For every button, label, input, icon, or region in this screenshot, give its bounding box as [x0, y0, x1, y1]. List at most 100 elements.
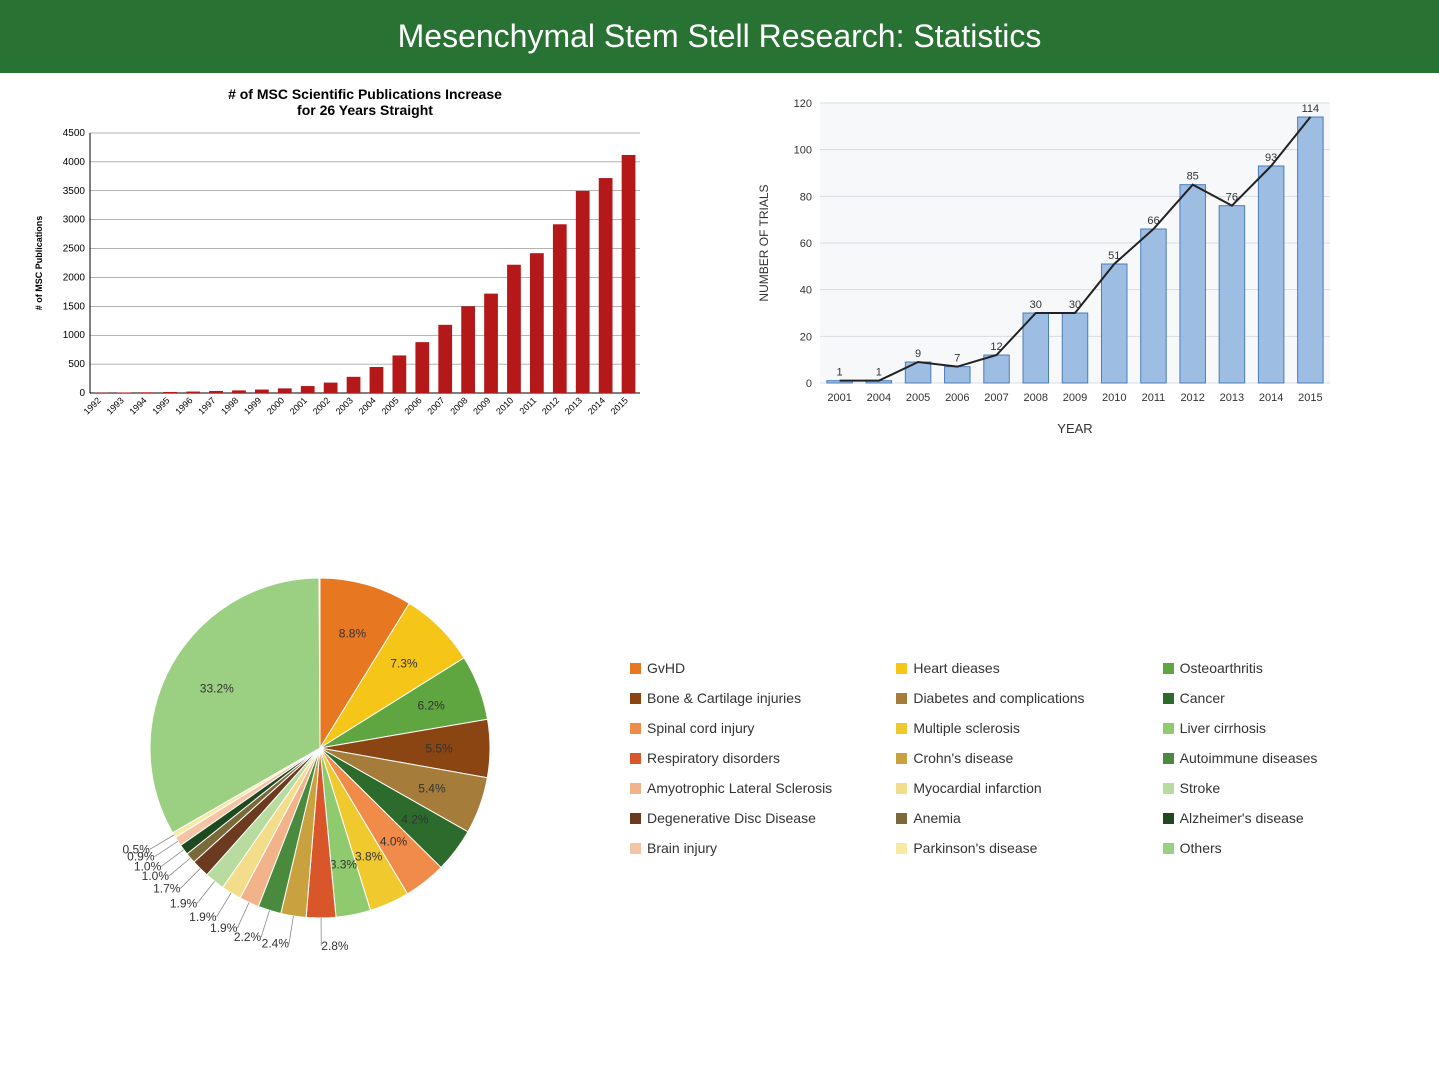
- svg-text:2013: 2013: [1219, 392, 1243, 404]
- publications-bar-chart: # of MSC Scientific Publications Increas…: [30, 83, 690, 448]
- legend-item: Parkinson's disease: [896, 840, 1142, 856]
- svg-text:1: 1: [836, 367, 842, 379]
- svg-text:1994: 1994: [127, 395, 148, 416]
- svg-text:20: 20: [799, 331, 811, 343]
- svg-text:0.5%: 0.5%: [123, 842, 151, 856]
- svg-text:500: 500: [68, 359, 85, 370]
- svg-text:# of MSC Publications: # of MSC Publications: [34, 216, 44, 311]
- svg-text:100: 100: [793, 145, 811, 157]
- svg-text:2004: 2004: [866, 392, 890, 404]
- svg-text:2015: 2015: [609, 395, 630, 416]
- legend-swatch: [1163, 843, 1174, 854]
- legend-label: Bone & Cartilage injuries: [647, 690, 801, 706]
- svg-text:120: 120: [793, 98, 811, 110]
- svg-text:2011: 2011: [518, 395, 539, 416]
- legend-swatch: [630, 693, 641, 704]
- svg-text:2015: 2015: [1298, 392, 1322, 404]
- svg-text:60: 60: [799, 238, 811, 250]
- svg-text:0: 0: [805, 378, 811, 390]
- svg-text:2014: 2014: [586, 395, 607, 416]
- legend-item: Cancer: [1163, 690, 1409, 706]
- svg-text:1997: 1997: [196, 395, 217, 416]
- legend-item: Others: [1163, 840, 1409, 856]
- svg-text:7: 7: [954, 353, 960, 365]
- svg-text:3.8%: 3.8%: [355, 850, 383, 864]
- legend-swatch: [896, 693, 907, 704]
- legend-item: Brain injury: [630, 840, 876, 856]
- svg-text:2.8%: 2.8%: [321, 939, 349, 953]
- svg-text:2012: 2012: [540, 395, 561, 416]
- svg-text:NUMBER OF TRIALS: NUMBER OF TRIALS: [757, 184, 771, 301]
- legend-label: Others: [1180, 840, 1222, 856]
- legend-label: Brain injury: [647, 840, 717, 856]
- legend-item: Myocardial infarction: [896, 780, 1142, 796]
- svg-text:1999: 1999: [242, 395, 263, 416]
- svg-text:114: 114: [1301, 103, 1319, 115]
- svg-text:2000: 2000: [63, 272, 86, 283]
- legend-swatch: [630, 843, 641, 854]
- legend-label: Myocardial infarction: [913, 780, 1041, 796]
- svg-text:2010: 2010: [494, 395, 515, 416]
- trials-bar-chart: 020406080100120NUMBER OF TRIALS120011200…: [750, 83, 1410, 448]
- svg-text:4500: 4500: [63, 128, 86, 139]
- svg-text:2009: 2009: [1062, 392, 1086, 404]
- svg-text:6.2%: 6.2%: [418, 699, 446, 713]
- legend-swatch: [1163, 723, 1174, 734]
- svg-text:3500: 3500: [63, 186, 86, 197]
- legend-label: Crohn's disease: [913, 750, 1013, 766]
- legend-swatch: [896, 663, 907, 674]
- svg-text:40: 40: [799, 285, 811, 297]
- svg-text:5.4%: 5.4%: [418, 781, 446, 795]
- svg-text:2007: 2007: [984, 392, 1008, 404]
- svg-text:1.9%: 1.9%: [170, 896, 198, 910]
- svg-text:2004: 2004: [357, 395, 378, 416]
- svg-text:2.2%: 2.2%: [234, 930, 262, 944]
- svg-text:2006: 2006: [945, 392, 969, 404]
- legend-swatch: [896, 753, 907, 764]
- legend-label: Osteoarthritis: [1180, 660, 1263, 676]
- svg-text:2000: 2000: [265, 395, 286, 416]
- legend-swatch: [1163, 663, 1174, 674]
- svg-text:8.8%: 8.8%: [339, 627, 367, 641]
- svg-text:1: 1: [875, 367, 881, 379]
- legend-swatch: [630, 663, 641, 674]
- legend-label: Cancer: [1180, 690, 1225, 706]
- svg-text:1996: 1996: [173, 395, 194, 416]
- svg-text:1995: 1995: [150, 395, 171, 416]
- legend-label: Parkinson's disease: [913, 840, 1037, 856]
- svg-text:for 26 Years Straight: for 26 Years Straight: [297, 102, 433, 118]
- pie-legend: GvHDHeart dieasesOsteoarthritisBone & Ca…: [630, 660, 1409, 856]
- svg-text:33.2%: 33.2%: [200, 682, 234, 696]
- svg-text:2.4%: 2.4%: [262, 937, 290, 951]
- svg-text:9: 9: [915, 348, 921, 360]
- legend-item: Bone & Cartilage injuries: [630, 690, 876, 706]
- legend-item: Crohn's disease: [896, 750, 1142, 766]
- legend-swatch: [630, 753, 641, 764]
- legend-item: Diabetes and complications: [896, 690, 1142, 706]
- svg-text:1993: 1993: [105, 395, 126, 416]
- legend-item: Spinal cord injury: [630, 720, 876, 736]
- legend-item: Anemia: [896, 810, 1142, 826]
- svg-text:4.0%: 4.0%: [380, 835, 408, 849]
- top-charts-row: # of MSC Scientific Publications Increas…: [30, 83, 1409, 448]
- legend-swatch: [896, 813, 907, 824]
- svg-text:2009: 2009: [471, 395, 492, 416]
- legend-swatch: [1163, 693, 1174, 704]
- svg-text:YEAR: YEAR: [1057, 421, 1092, 436]
- legend-label: Stroke: [1180, 780, 1220, 796]
- svg-text:2014: 2014: [1258, 392, 1282, 404]
- svg-text:# of MSC Scientific Publicatio: # of MSC Scientific Publications Increas…: [228, 86, 502, 102]
- svg-text:85: 85: [1186, 171, 1198, 183]
- svg-text:1.9%: 1.9%: [189, 910, 217, 924]
- legend-label: Amyotrophic Lateral Sclerosis: [647, 780, 832, 796]
- legend-swatch: [630, 813, 641, 824]
- svg-text:30: 30: [1029, 299, 1041, 311]
- legend-item: Autoimmune diseases: [1163, 750, 1409, 766]
- svg-text:1000: 1000: [63, 330, 86, 341]
- svg-text:2011: 2011: [1141, 392, 1165, 404]
- legend-item: Multiple sclerosis: [896, 720, 1142, 736]
- svg-text:2001: 2001: [827, 392, 851, 404]
- svg-text:5.5%: 5.5%: [425, 741, 453, 755]
- legend-label: Liver cirrhosis: [1180, 720, 1266, 736]
- legend-swatch: [896, 843, 907, 854]
